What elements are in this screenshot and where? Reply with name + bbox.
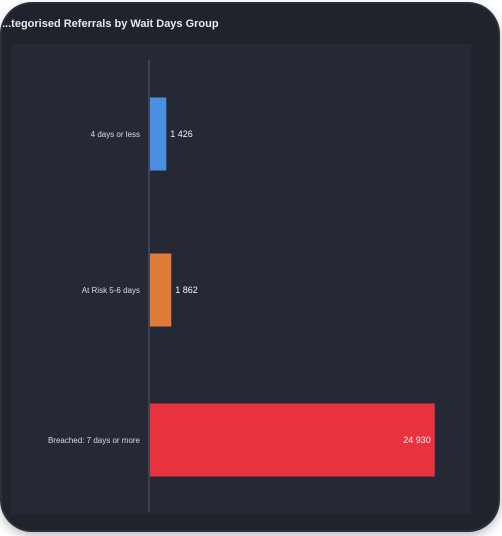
bar-1: [150, 253, 172, 327]
category-label-0: 4 days or less: [91, 130, 140, 139]
category-label-1: At Risk 5-6 days: [82, 286, 140, 295]
bar-0: [150, 97, 167, 171]
chart-title: ...tegorised Referrals by Wait Days Grou…: [2, 18, 219, 30]
bar-chart: 4 days or less 1 426 At Risk 5-6 days 1 862…: [48, 60, 435, 512]
value-label-2: 24 930: [403, 435, 431, 445]
value-label-0: 1 426: [170, 129, 193, 139]
value-label-1: 1 862: [175, 285, 198, 295]
category-label-2: Breached: 7 days or more: [48, 436, 141, 445]
bar-2: [150, 403, 435, 477]
chart-frame: ...tegorised Referrals by Wait Days Grou…: [2, 4, 498, 530]
